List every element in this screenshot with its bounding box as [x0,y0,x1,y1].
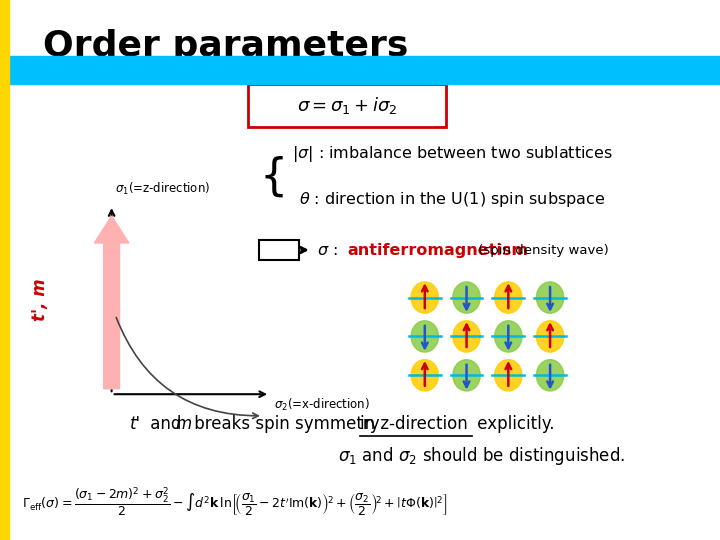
Ellipse shape [411,282,438,313]
Ellipse shape [495,282,522,313]
Text: $\sigma_1$ and $\sigma_2$ should be distinguished.: $\sigma_1$ and $\sigma_2$ should be dist… [338,446,626,467]
Text: (spin density wave): (spin density wave) [474,244,608,256]
Ellipse shape [453,321,480,352]
Ellipse shape [453,282,480,313]
Text: $\mathit{\Gamma}_{\mathrm{eff}}(\sigma) = \dfrac{(\sigma_1 - 2m)^2 + \sigma_2^2}: $\mathit{\Gamma}_{\mathrm{eff}}(\sigma) … [22,485,448,519]
Text: breaks spin symmetry: breaks spin symmetry [189,415,384,433]
Ellipse shape [453,360,480,391]
Bar [9,56,720,84]
Ellipse shape [495,360,522,391]
Ellipse shape [411,321,438,352]
Text: $\theta$ : direction in the U(1) spin subspace: $\theta$ : direction in the U(1) spin su… [299,190,605,210]
Ellipse shape [495,321,522,352]
Ellipse shape [411,360,438,391]
Text: {: { [259,156,288,199]
Text: explicitly.: explicitly. [472,415,555,433]
Ellipse shape [536,321,564,352]
Text: in z-direction: in z-direction [360,415,468,433]
Ellipse shape [536,360,564,391]
Text: Order parameters: Order parameters [43,29,408,63]
Text: $\sigma$ :: $\sigma$ : [317,242,339,258]
Text: antiferromagnetism: antiferromagnetism [348,242,528,258]
Text: and: and [145,415,187,433]
Text: t': t' [130,415,140,433]
Text: $\sigma_2$(=x-direction): $\sigma_2$(=x-direction) [274,397,369,413]
FancyArrow shape [94,216,129,389]
Text: $\sigma = \sigma_1 + i\sigma_2$: $\sigma = \sigma_1 + i\sigma_2$ [297,95,397,116]
Ellipse shape [536,282,564,313]
FancyBboxPatch shape [248,84,446,127]
Bar [0,0,9,540]
Text: m: m [176,415,192,433]
Bar [259,240,299,260]
Text: $\sigma_1$(=z-direction): $\sigma_1$(=z-direction) [115,181,210,197]
Text: t', m: t', m [30,279,49,321]
Text: $|\sigma|$ : imbalance between two sublattices: $|\sigma|$ : imbalance between two subla… [292,144,613,164]
